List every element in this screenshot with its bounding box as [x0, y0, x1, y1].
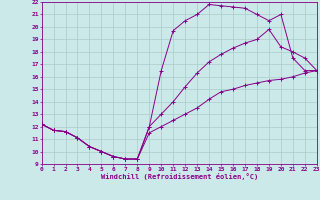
X-axis label: Windchill (Refroidissement éolien,°C): Windchill (Refroidissement éolien,°C): [100, 173, 258, 180]
